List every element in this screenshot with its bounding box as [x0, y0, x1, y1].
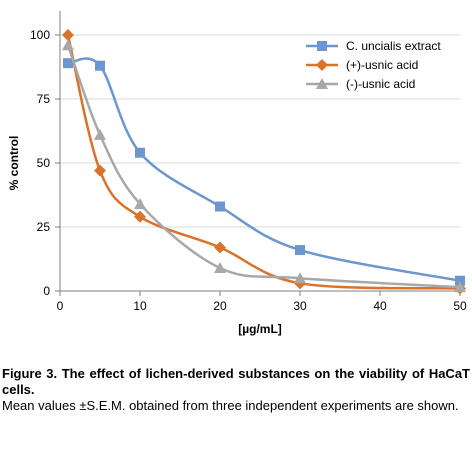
data-point: [294, 272, 306, 284]
data-point: [62, 39, 74, 51]
data-point: [62, 29, 74, 41]
data-point: [94, 164, 106, 177]
y-tick-label: 50: [37, 156, 51, 170]
legend-label: (+)-usnic acid: [346, 58, 418, 72]
data-point: [135, 147, 145, 158]
legend-label: C. uncialis extract: [346, 39, 441, 53]
data-point: [134, 197, 146, 209]
y-axis-title: % control: [7, 136, 21, 191]
series-triangle: [62, 39, 466, 293]
x-tick-label: 20: [213, 299, 227, 313]
data-point: [63, 58, 73, 69]
series-square: [63, 57, 465, 286]
y-tick-label: 25: [37, 220, 51, 234]
x-axis-title: [µg/mL]: [238, 322, 282, 336]
y-tick-label: 0: [43, 284, 50, 298]
legend-swatch-marker: [317, 41, 327, 51]
figure-caption: Figure 3. The effect of lichen-derived s…: [2, 366, 470, 414]
series-line: [67, 57, 461, 282]
legend-swatch-marker: [316, 59, 328, 71]
legend-label: (-)-usnic acid: [346, 77, 415, 91]
legend: C. uncialis extract (+)-usnic acid (-)-usn…: [306, 39, 441, 91]
data-point: [134, 210, 146, 223]
series-line: [66, 44, 461, 289]
data-point: [94, 128, 106, 140]
series-line: [66, 34, 461, 290]
series: [62, 29, 466, 295]
data-point: [215, 201, 225, 212]
axes: [55, 11, 461, 296]
data-point: [295, 245, 305, 256]
gridlines: [60, 34, 460, 228]
data-point: [95, 60, 105, 71]
x-tick-label: 0: [57, 299, 64, 313]
data-point: [214, 261, 226, 273]
x-tick-labels: 0 10 20 30 40 50: [57, 299, 467, 313]
y-tick-label: 100: [30, 28, 50, 42]
caption-body: Mean values ±S.E.M. obtained from three …: [2, 398, 459, 413]
legend-entry: C. uncialis extract: [306, 39, 441, 53]
data-point: [214, 241, 226, 254]
legend-entry: (+)-usnic acid: [306, 58, 418, 72]
caption-title: Figure 3. The effect of lichen-derived s…: [2, 366, 470, 397]
data-point: [454, 281, 466, 293]
x-tick-label: 30: [293, 299, 307, 313]
x-tick-label: 10: [133, 299, 147, 313]
y-tick-label: 75: [37, 92, 51, 106]
x-tick-label: 50: [453, 299, 467, 313]
legend-swatch-marker: [316, 78, 328, 89]
data-point: [455, 275, 465, 286]
x-tick-label: 40: [373, 299, 387, 313]
chart: 0 25 50 75 100 0 10 20 30 40 50 % control [µg/mL]…: [7, 11, 467, 336]
y-tick-labels: 0 25 50 75 100: [30, 28, 50, 298]
legend-entry: (-)-usnic acid: [306, 77, 415, 91]
